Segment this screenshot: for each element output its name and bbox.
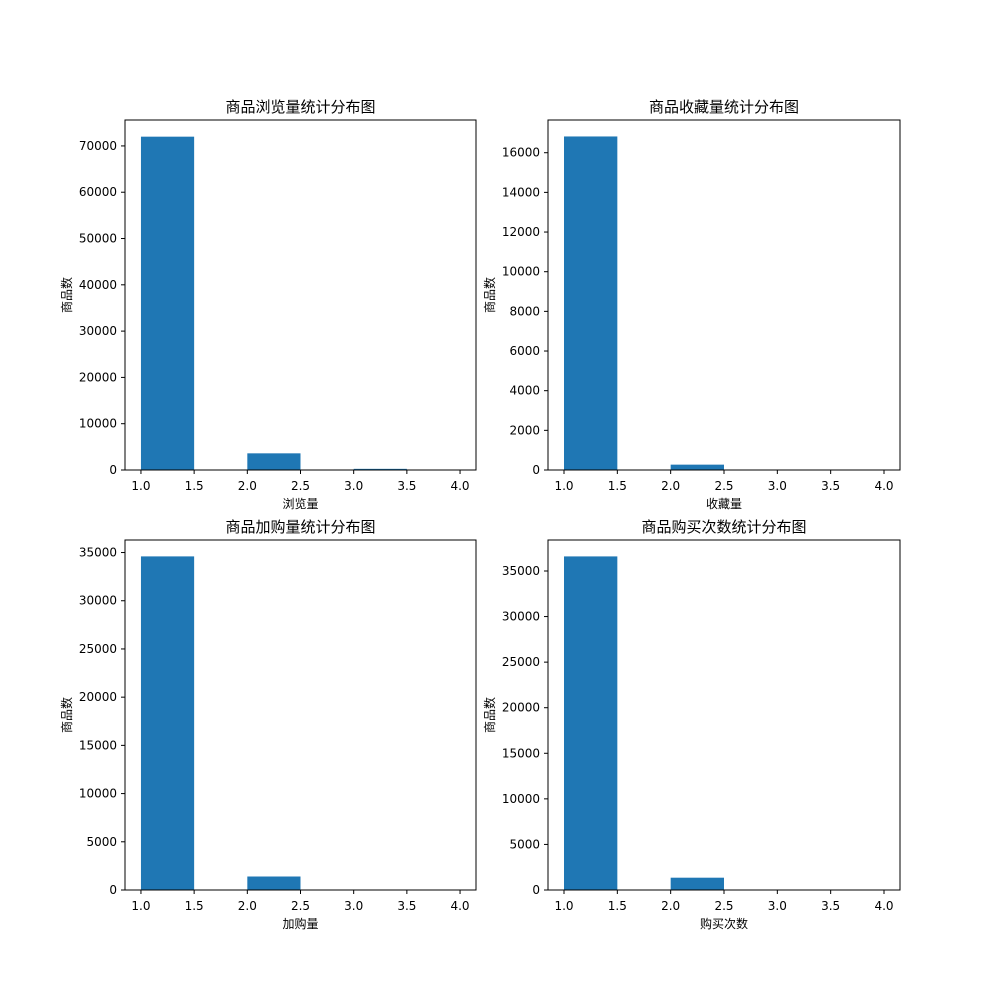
x-tick-label: 1.0 xyxy=(131,479,150,493)
y-tick-label: 4000 xyxy=(509,384,540,398)
x-tick-label: 1.5 xyxy=(185,899,204,913)
y-tick-label: 15000 xyxy=(79,738,117,752)
chart-title: 商品加购量统计分布图 xyxy=(225,518,375,536)
y-tick-label: 50000 xyxy=(79,232,117,246)
x-tick-label: 3.5 xyxy=(821,899,840,913)
y-tick-label: 40000 xyxy=(79,278,117,292)
y-tick-label: 16000 xyxy=(502,146,540,160)
x-tick-label: 1.5 xyxy=(185,479,204,493)
y-tick-label: 35000 xyxy=(79,546,117,560)
y-tick-label: 20000 xyxy=(79,690,117,704)
y-tick-label: 10000 xyxy=(79,787,117,801)
y-tick-label: 12000 xyxy=(502,225,540,239)
y-tick-label: 5000 xyxy=(86,835,117,849)
y-tick-label: 60000 xyxy=(79,185,117,199)
x-tick-label: 3.0 xyxy=(344,899,363,913)
x-tick-label: 3.5 xyxy=(397,899,416,913)
bar xyxy=(140,556,195,890)
x-tick-label: 2.5 xyxy=(291,899,310,913)
y-axis-label: 商品数 xyxy=(482,277,497,313)
x-tick-label: 3.0 xyxy=(768,899,787,913)
x-tick-label: 4.0 xyxy=(450,479,469,493)
x-tick-label: 3.0 xyxy=(344,479,363,493)
bar xyxy=(670,877,724,890)
y-tick-label: 70000 xyxy=(79,139,117,153)
y-tick-label: 25000 xyxy=(502,655,540,669)
x-tick-label: 1.0 xyxy=(554,479,573,493)
x-axis-label: 浏览量 xyxy=(282,496,318,511)
x-tick-label: 2.5 xyxy=(291,479,310,493)
y-tick-label: 8000 xyxy=(509,304,540,318)
x-tick-label: 1.5 xyxy=(608,479,627,493)
bar xyxy=(140,136,195,470)
y-tick-label: 2000 xyxy=(509,423,540,437)
y-tick-label: 30000 xyxy=(502,610,540,624)
x-tick-label: 2.5 xyxy=(714,899,733,913)
x-tick-label: 4.0 xyxy=(874,899,893,913)
chart-title: 商品购买次数统计分布图 xyxy=(641,518,806,536)
x-tick-label: 1.0 xyxy=(131,899,150,913)
y-tick-label: 15000 xyxy=(502,746,540,760)
y-tick-label: 0 xyxy=(532,883,540,897)
x-tick-label: 3.5 xyxy=(397,479,416,493)
y-tick-label: 10000 xyxy=(79,417,117,431)
x-tick-label: 2.0 xyxy=(238,899,257,913)
y-tick-label: 30000 xyxy=(79,594,117,608)
x-tick-label: 1.0 xyxy=(554,899,573,913)
chart-title: 商品浏览量统计分布图 xyxy=(225,98,375,116)
x-tick-label: 3.0 xyxy=(768,479,787,493)
chart-panel-1: 1.0 1.5 2.0 2.5 3.0 3.5 4.0 0 10000 20000 30000 400… xyxy=(59,98,477,511)
chart-panel-4: 1.0 1.5 2.0 2.5 3.0 3.5 4.0 0 5000 10000 15000 2000… xyxy=(482,518,901,931)
y-tick-label: 6000 xyxy=(509,344,540,358)
y-axis-label: 商品数 xyxy=(59,277,74,313)
y-tick-label: 0 xyxy=(109,883,117,897)
x-tick-label: 2.5 xyxy=(714,479,733,493)
x-axis-label: 购买次数 xyxy=(700,916,748,931)
x-tick-label: 2.0 xyxy=(661,899,680,913)
x-tick-label: 3.5 xyxy=(821,479,840,493)
chart-panel-3: 1.0 1.5 2.0 2.5 3.0 3.5 4.0 0 5000 10000 15000 2000… xyxy=(59,518,477,931)
chart-panel-2: 1.0 1.5 2.0 2.5 3.0 3.5 4.0 0 2000 4000 6000 8000 10… xyxy=(482,98,901,511)
x-tick-label: 2.0 xyxy=(661,479,680,493)
y-tick-label: 30000 xyxy=(79,324,117,338)
chart-title: 商品收藏量统计分布图 xyxy=(649,98,799,116)
x-axis-label: 收藏量 xyxy=(706,497,742,511)
y-tick-label: 5000 xyxy=(509,837,540,851)
y-tick-label: 10000 xyxy=(502,265,540,279)
y-tick-label: 0 xyxy=(532,463,540,477)
y-axis-label: 商品数 xyxy=(482,697,497,733)
x-axis-label: 加购量 xyxy=(282,916,318,931)
y-tick-label: 35000 xyxy=(502,564,540,578)
y-tick-label: 25000 xyxy=(79,642,117,656)
bar xyxy=(564,556,618,890)
y-tick-label: 14000 xyxy=(502,185,540,199)
y-axis-label: 商品数 xyxy=(59,697,74,733)
x-tick-label: 2.0 xyxy=(238,479,257,493)
x-tick-label: 4.0 xyxy=(450,899,469,913)
y-tick-label: 20000 xyxy=(502,701,540,715)
y-tick-label: 0 xyxy=(109,463,117,477)
x-tick-label: 1.5 xyxy=(608,899,627,913)
bar xyxy=(353,468,407,470)
y-tick-label: 10000 xyxy=(502,792,540,806)
bar xyxy=(564,136,618,470)
y-tick-label: 20000 xyxy=(79,370,117,384)
bar xyxy=(247,876,301,890)
bar xyxy=(670,464,724,470)
bar xyxy=(247,453,301,470)
x-tick-label: 4.0 xyxy=(874,479,893,493)
